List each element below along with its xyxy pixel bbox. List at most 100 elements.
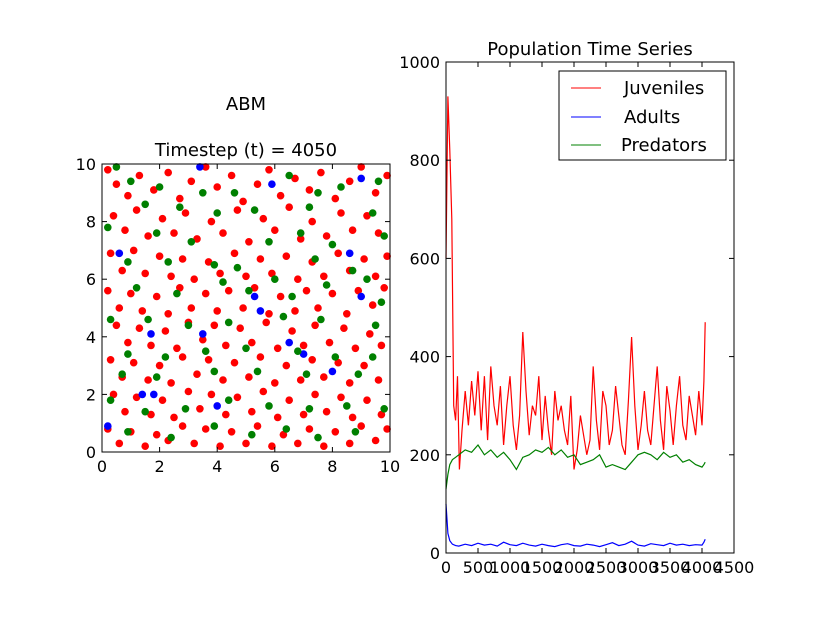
scatter-point-juveniles — [176, 284, 184, 292]
scatter-point-juveniles — [170, 413, 178, 422]
scatter-point-adults — [268, 180, 276, 188]
scatter-point-juveniles — [366, 330, 374, 338]
scatter-point-juveniles — [129, 358, 138, 367]
scatter-point-predators — [271, 275, 279, 284]
line-ytick-label: 200 — [409, 446, 440, 465]
scatter-points — [104, 163, 391, 451]
scatter-point-predators — [380, 232, 389, 240]
scatter-point-juveniles — [250, 284, 259, 292]
scatter-point-juveniles — [132, 206, 141, 214]
abm-scatter-chart: Timestep (t) = 4050 0 2 4 6 8 10 0 2 4 6 8 10 — [76, 140, 401, 476]
scatter-point-juveniles — [371, 189, 380, 197]
scatter-xtick-label: 2 — [155, 457, 165, 476]
scatter-point-adults — [285, 338, 294, 347]
scatter-point-predators — [184, 321, 193, 330]
line-xtick-label: 1500 — [522, 558, 563, 577]
scatter-point-juveniles — [320, 442, 328, 451]
scatter-point-juveniles — [219, 229, 227, 237]
scatter-point-juveniles — [210, 321, 219, 330]
scatter-point-juveniles — [314, 304, 322, 312]
scatter-point-predators — [288, 292, 296, 301]
scatter-point-juveniles — [334, 358, 343, 367]
scatter-point-predators — [161, 353, 170, 361]
scatter-xtick-label: 10 — [380, 457, 400, 476]
scatter-point-juveniles — [245, 238, 253, 246]
scatter-point-juveniles — [104, 166, 112, 174]
scatter-point-juveniles — [112, 321, 121, 330]
scatter-point-juveniles — [236, 324, 244, 333]
scatter-point-juveniles — [348, 413, 357, 422]
scatter-ytick-label: 4 — [86, 328, 96, 347]
scatter-point-predators — [322, 281, 331, 289]
scatter-point-juveniles — [155, 361, 164, 370]
scatter-point-juveniles — [129, 246, 138, 255]
scatter-point-juveniles — [331, 428, 340, 436]
scatter-point-juveniles — [138, 307, 147, 315]
scatter-point-juveniles — [374, 229, 383, 237]
scatter-point-juveniles — [213, 307, 221, 315]
scatter-point-juveniles — [141, 269, 149, 278]
line-ytick-label: 800 — [409, 151, 440, 170]
scatter-point-juveniles — [371, 436, 380, 445]
scatter-point-juveniles — [224, 286, 233, 295]
scatter-point-juveniles — [334, 249, 343, 258]
scatter-point-juveniles — [190, 275, 198, 284]
scatter-point-juveniles — [118, 266, 126, 275]
scatter-point-juveniles — [233, 393, 242, 402]
scatter-point-juveniles — [325, 338, 334, 347]
scatter-point-predators — [374, 177, 383, 186]
scatter-ytick-label: 2 — [86, 385, 96, 404]
line-series-predators — [445, 444, 706, 490]
line-xtick-label: 500 — [463, 558, 494, 577]
scatter-point-juveniles — [311, 321, 319, 330]
scatter-point-juveniles — [213, 183, 221, 191]
line-series-juveniles — [445, 96, 706, 470]
line-xtick-label: 4000 — [682, 558, 723, 577]
scatter-point-predators — [132, 284, 141, 292]
line-xtick-label: 2000 — [554, 558, 595, 577]
scatter-point-juveniles — [348, 226, 357, 234]
scatter-point-juveniles — [343, 310, 351, 318]
scatter-point-juveniles — [259, 214, 268, 223]
scatter-point-juveniles — [201, 163, 210, 171]
scatter-point-juveniles — [230, 358, 239, 367]
scatter-point-juveniles — [216, 269, 224, 278]
scatter-point-juveniles — [320, 373, 328, 381]
scatter-point-juveniles — [242, 272, 250, 281]
scatter-point-juveniles — [222, 410, 230, 419]
scatter-point-juveniles — [201, 289, 210, 298]
scatter-point-predators — [127, 177, 135, 186]
scatter-point-predators — [242, 344, 250, 353]
scatter-point-juveniles — [305, 186, 314, 194]
scatter-point-predators — [311, 255, 319, 263]
scatter-point-juveniles — [285, 396, 294, 405]
scatter-point-juveniles — [207, 217, 216, 226]
scatter-point-juveniles — [135, 324, 144, 333]
scatter-point-predators — [248, 430, 256, 439]
scatter-point-predators — [250, 206, 259, 214]
scatter-point-juveniles — [230, 249, 239, 258]
scatter-point-juveniles — [256, 255, 265, 263]
scatter-point-predators — [348, 266, 357, 275]
legend: Juveniles Adults Predators — [558, 70, 727, 161]
scatter-point-juveniles — [190, 439, 198, 448]
scatter-point-predators — [176, 203, 184, 211]
scatter-point-predators — [282, 425, 291, 433]
scatter-point-predators — [104, 223, 112, 232]
scatter-point-juveniles — [360, 255, 368, 263]
scatter-point-juveniles — [371, 272, 380, 281]
scatter-point-juveniles — [259, 387, 268, 396]
scatter-point-predators — [141, 200, 149, 209]
scatter-point-adults — [147, 330, 155, 338]
scatter-point-juveniles — [271, 379, 279, 387]
scatter-point-predators — [187, 238, 196, 246]
legend-label-predators: Predators — [621, 135, 707, 156]
scatter-point-adults — [115, 249, 124, 258]
scatter-xtick-label: 6 — [270, 457, 280, 476]
scatter-ytick-label: 0 — [86, 443, 96, 462]
line-ytick-label: 600 — [409, 249, 440, 268]
scatter-point-juveniles — [170, 229, 178, 237]
scatter-point-juveniles — [268, 269, 276, 278]
scatter-xtick-label: 4 — [212, 457, 222, 476]
